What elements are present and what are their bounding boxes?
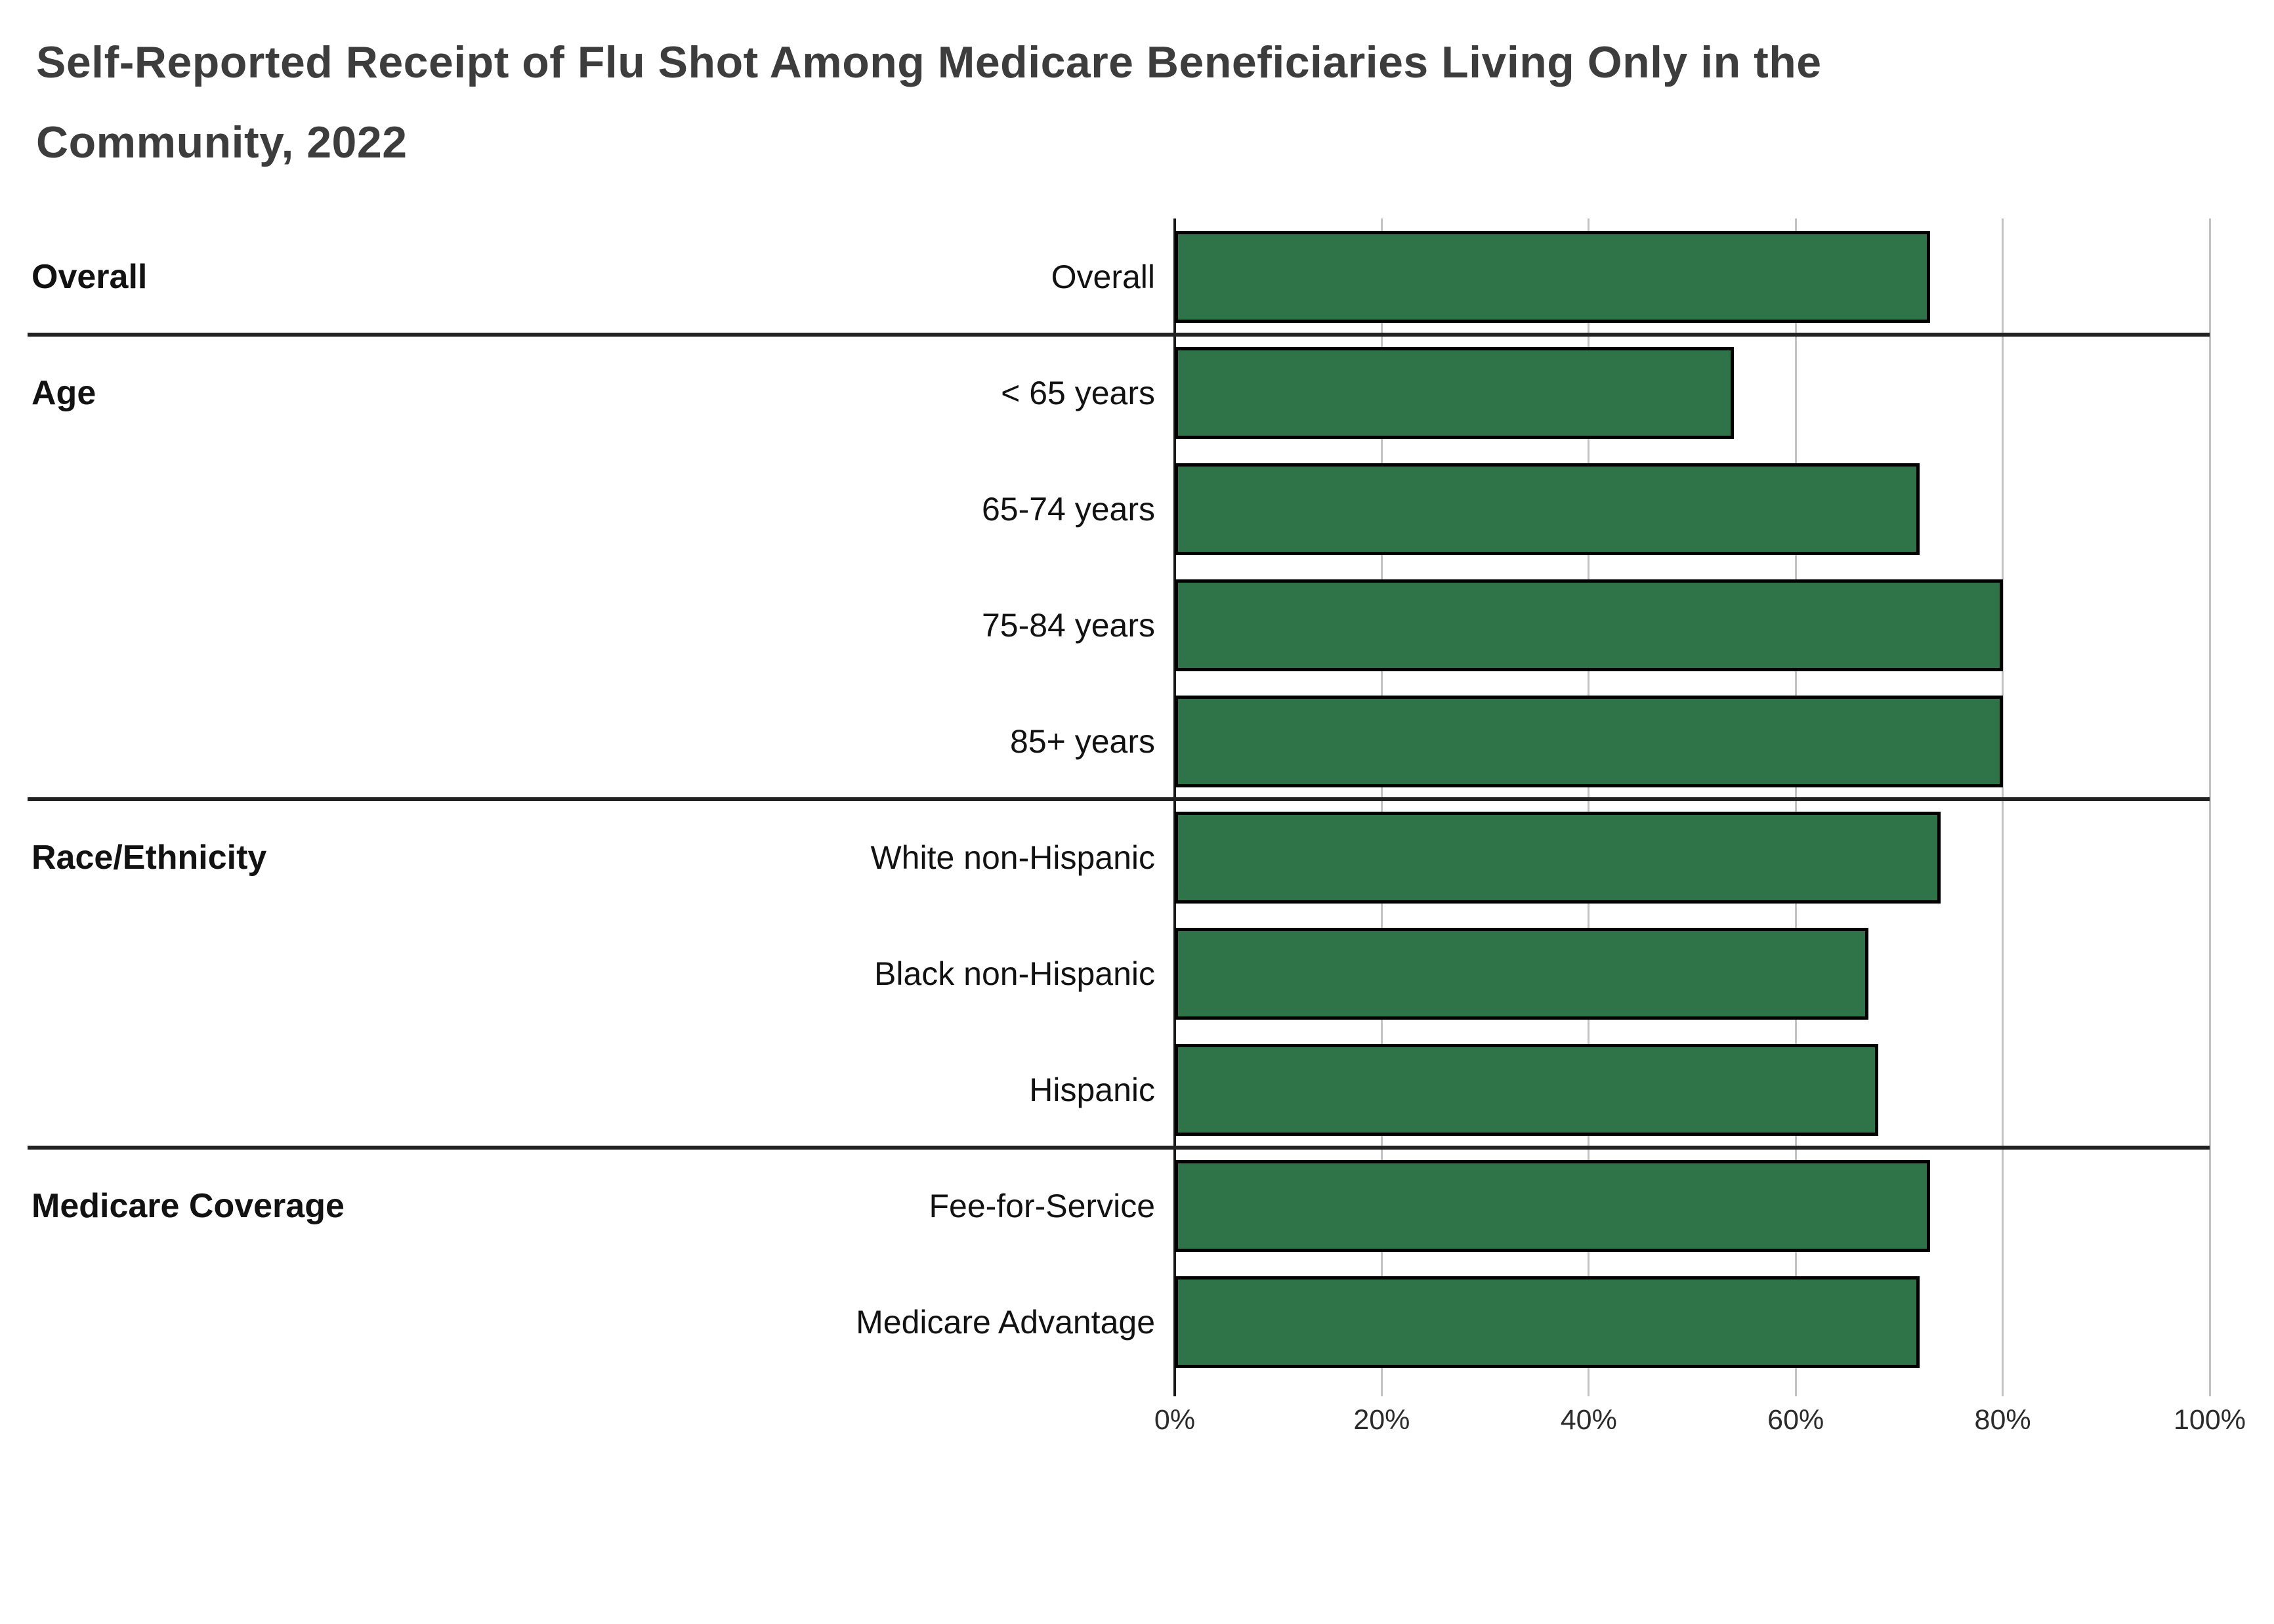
category-label-65-74-years: 65-74 years bbox=[981, 490, 1155, 528]
bar-85-years bbox=[1175, 695, 2003, 787]
gridline-80 bbox=[2002, 219, 2004, 1396]
plot-area bbox=[1173, 219, 2211, 1396]
group-divider bbox=[28, 1146, 2210, 1150]
x-tick-label-0: 0% bbox=[1154, 1404, 1196, 1436]
category-label-medicare-advantage: Medicare Advantage bbox=[856, 1303, 1155, 1341]
group-divider bbox=[28, 797, 2210, 801]
x-tick-label-20: 20% bbox=[1353, 1404, 1410, 1436]
x-tick-label-60: 60% bbox=[1767, 1404, 1824, 1436]
x-tick-label-100: 100% bbox=[2174, 1404, 2246, 1436]
chart-row-75-84-years: 75-84 years bbox=[0, 567, 2274, 683]
x-tick-label-80: 80% bbox=[1974, 1404, 2031, 1436]
chart-rows: Overall Overall Age < 65 years 65-74 years 75… bbox=[0, 219, 2274, 1380]
bar-hispanic bbox=[1175, 1043, 1879, 1136]
category-label-hispanic: Hispanic bbox=[1029, 1071, 1155, 1108]
category-label-black-non-hispanic: Black non-Hispanic bbox=[874, 955, 1155, 992]
gridline-100 bbox=[2208, 219, 2211, 1396]
chart-title: Self-Reported Receipt of Flu Shot Among … bbox=[36, 22, 1822, 182]
category-label-overall: Overall bbox=[1051, 258, 1155, 295]
category-label-white-non-hispanic: White non-Hispanic bbox=[870, 839, 1155, 876]
bar-white-non-hispanic bbox=[1175, 811, 1941, 904]
chart-row-black-non-hispanic: Black non-Hispanic bbox=[0, 915, 2274, 1031]
bar-65-74-years bbox=[1175, 463, 1920, 555]
bar-track bbox=[1175, 463, 2210, 555]
y-axis-line bbox=[1173, 219, 1176, 1396]
group-label-age: Age bbox=[32, 373, 96, 412]
bar-track bbox=[1175, 1043, 2210, 1136]
chart-row-65-years: Age < 65 years bbox=[0, 335, 2274, 451]
group-divider bbox=[28, 333, 2210, 337]
chart-row-fee-for-service: Medicare Coverage Fee-for-Service bbox=[0, 1148, 2274, 1264]
category-label-fee-for-service: Fee-for-Service bbox=[929, 1187, 1155, 1224]
bar-65-years bbox=[1175, 346, 1734, 439]
bar-75-84-years bbox=[1175, 579, 2003, 671]
bar-track bbox=[1175, 1276, 2210, 1368]
group-label-medicare-coverage: Medicare Coverage bbox=[32, 1186, 345, 1225]
category-label-85-years: 85+ years bbox=[1010, 722, 1155, 760]
bar-track bbox=[1175, 1159, 2210, 1252]
x-axis: 0% 20% 40% 60% 80% 100% bbox=[0, 1404, 2274, 1450]
chart-row-65-74-years: 65-74 years bbox=[0, 451, 2274, 567]
category-label-75-84-years: 75-84 years bbox=[981, 606, 1155, 644]
bar-overall bbox=[1175, 230, 1931, 323]
chart-row-white-non-hispanic: Race/Ethnicity White non-Hispanic bbox=[0, 799, 2274, 915]
category-label-65-years: < 65 years bbox=[1001, 374, 1155, 411]
bar-track bbox=[1175, 346, 2210, 439]
bar-black-non-hispanic bbox=[1175, 927, 1868, 1020]
bar-fee-for-service bbox=[1175, 1159, 1931, 1252]
chart-row-hispanic: Hispanic bbox=[0, 1031, 2274, 1148]
chart-title-line-2: Community, 2022 bbox=[36, 117, 408, 167]
gridline-60 bbox=[1794, 219, 1797, 1396]
bar-track bbox=[1175, 230, 2210, 323]
chart-row-85-years: 85+ years bbox=[0, 683, 2274, 799]
group-label-overall: Overall bbox=[32, 257, 148, 296]
bar-track bbox=[1175, 811, 2210, 904]
gridline-20 bbox=[1380, 219, 1383, 1396]
bar-track bbox=[1175, 927, 2210, 1020]
bar-track bbox=[1175, 579, 2210, 671]
bar-medicare-advantage bbox=[1175, 1276, 1920, 1368]
chart-row-medicare-advantage: Medicare Advantage bbox=[0, 1264, 2274, 1380]
x-tick-label-40: 40% bbox=[1560, 1404, 1617, 1436]
bar-track bbox=[1175, 695, 2210, 787]
chart-row-overall: Overall Overall bbox=[0, 219, 2274, 335]
gridline-40 bbox=[1588, 219, 1590, 1396]
group-label-race-ethnicity: Race/Ethnicity bbox=[32, 838, 267, 877]
chart-title-line-1: Self-Reported Receipt of Flu Shot Among … bbox=[36, 37, 1822, 87]
